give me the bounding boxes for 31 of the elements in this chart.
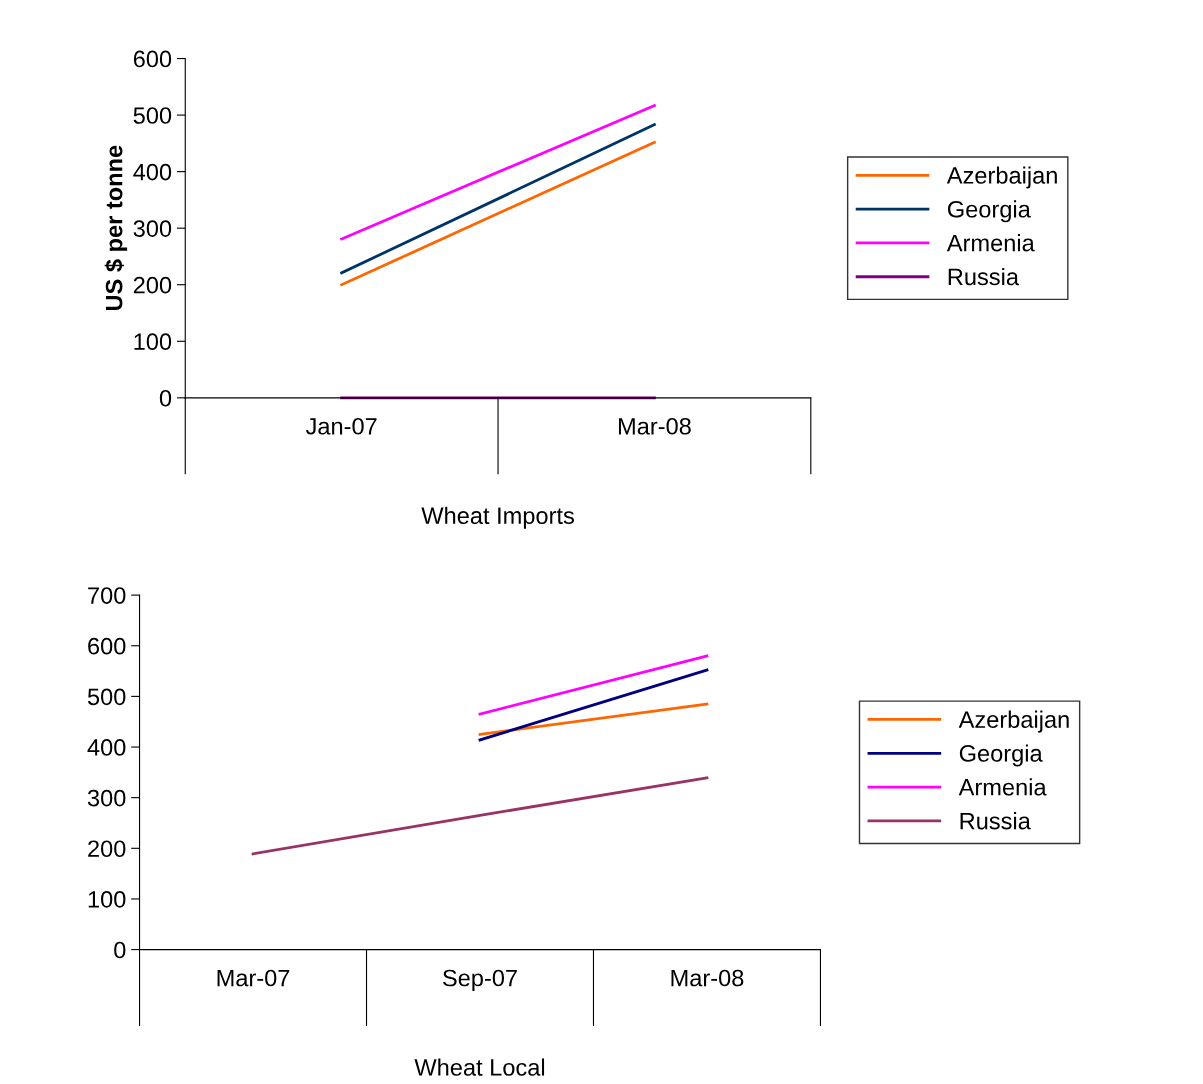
y-tick-label: 0: [159, 389, 172, 407]
x-tick-label: Mar-08: [618, 417, 691, 435]
y-tick-label: 400: [87, 739, 126, 756]
y-tick-label: 500: [133, 107, 172, 124]
x-tick-label: Mar-07: [217, 969, 290, 987]
y-tick-label: 500: [87, 688, 126, 706]
y-tick-label: 300: [87, 789, 126, 807]
y-tick-label: 200: [133, 276, 172, 294]
legend-label: Georgia: [948, 200, 1031, 223]
y-tick-label: 300: [133, 220, 172, 237]
y-tick-label: 100: [88, 891, 126, 908]
y-tick-label: 600: [133, 50, 172, 68]
y-tick-label: 100: [134, 333, 172, 351]
legend-label: Armenia: [958, 778, 1047, 796]
x-tick-label: Mar-08: [671, 969, 744, 987]
y-tick-label: 200: [88, 840, 126, 858]
legend-label: Russia: [960, 812, 1031, 830]
x-tick-label: Sep-07: [443, 969, 517, 992]
y-tick-label: 400: [133, 163, 172, 181]
y-tick-label: 600: [88, 637, 126, 655]
legend-label: Azerbaijan: [946, 166, 1057, 189]
legend-label: Armenia: [946, 234, 1035, 252]
y-tick-label: 700: [88, 587, 126, 604]
y-axis-title: US $ per tonne: [104, 145, 128, 311]
x-axis-title: Wheat Imports: [421, 506, 574, 529]
y-tick-label: 0: [114, 941, 126, 959]
x-axis-title: Wheat Local: [414, 1058, 545, 1076]
legend-label: Russia: [948, 267, 1019, 286]
legend-label: Georgia: [959, 744, 1043, 767]
x-tick-label: Jan-07: [305, 417, 377, 435]
legend-label: Azerbaijan: [958, 710, 1069, 733]
